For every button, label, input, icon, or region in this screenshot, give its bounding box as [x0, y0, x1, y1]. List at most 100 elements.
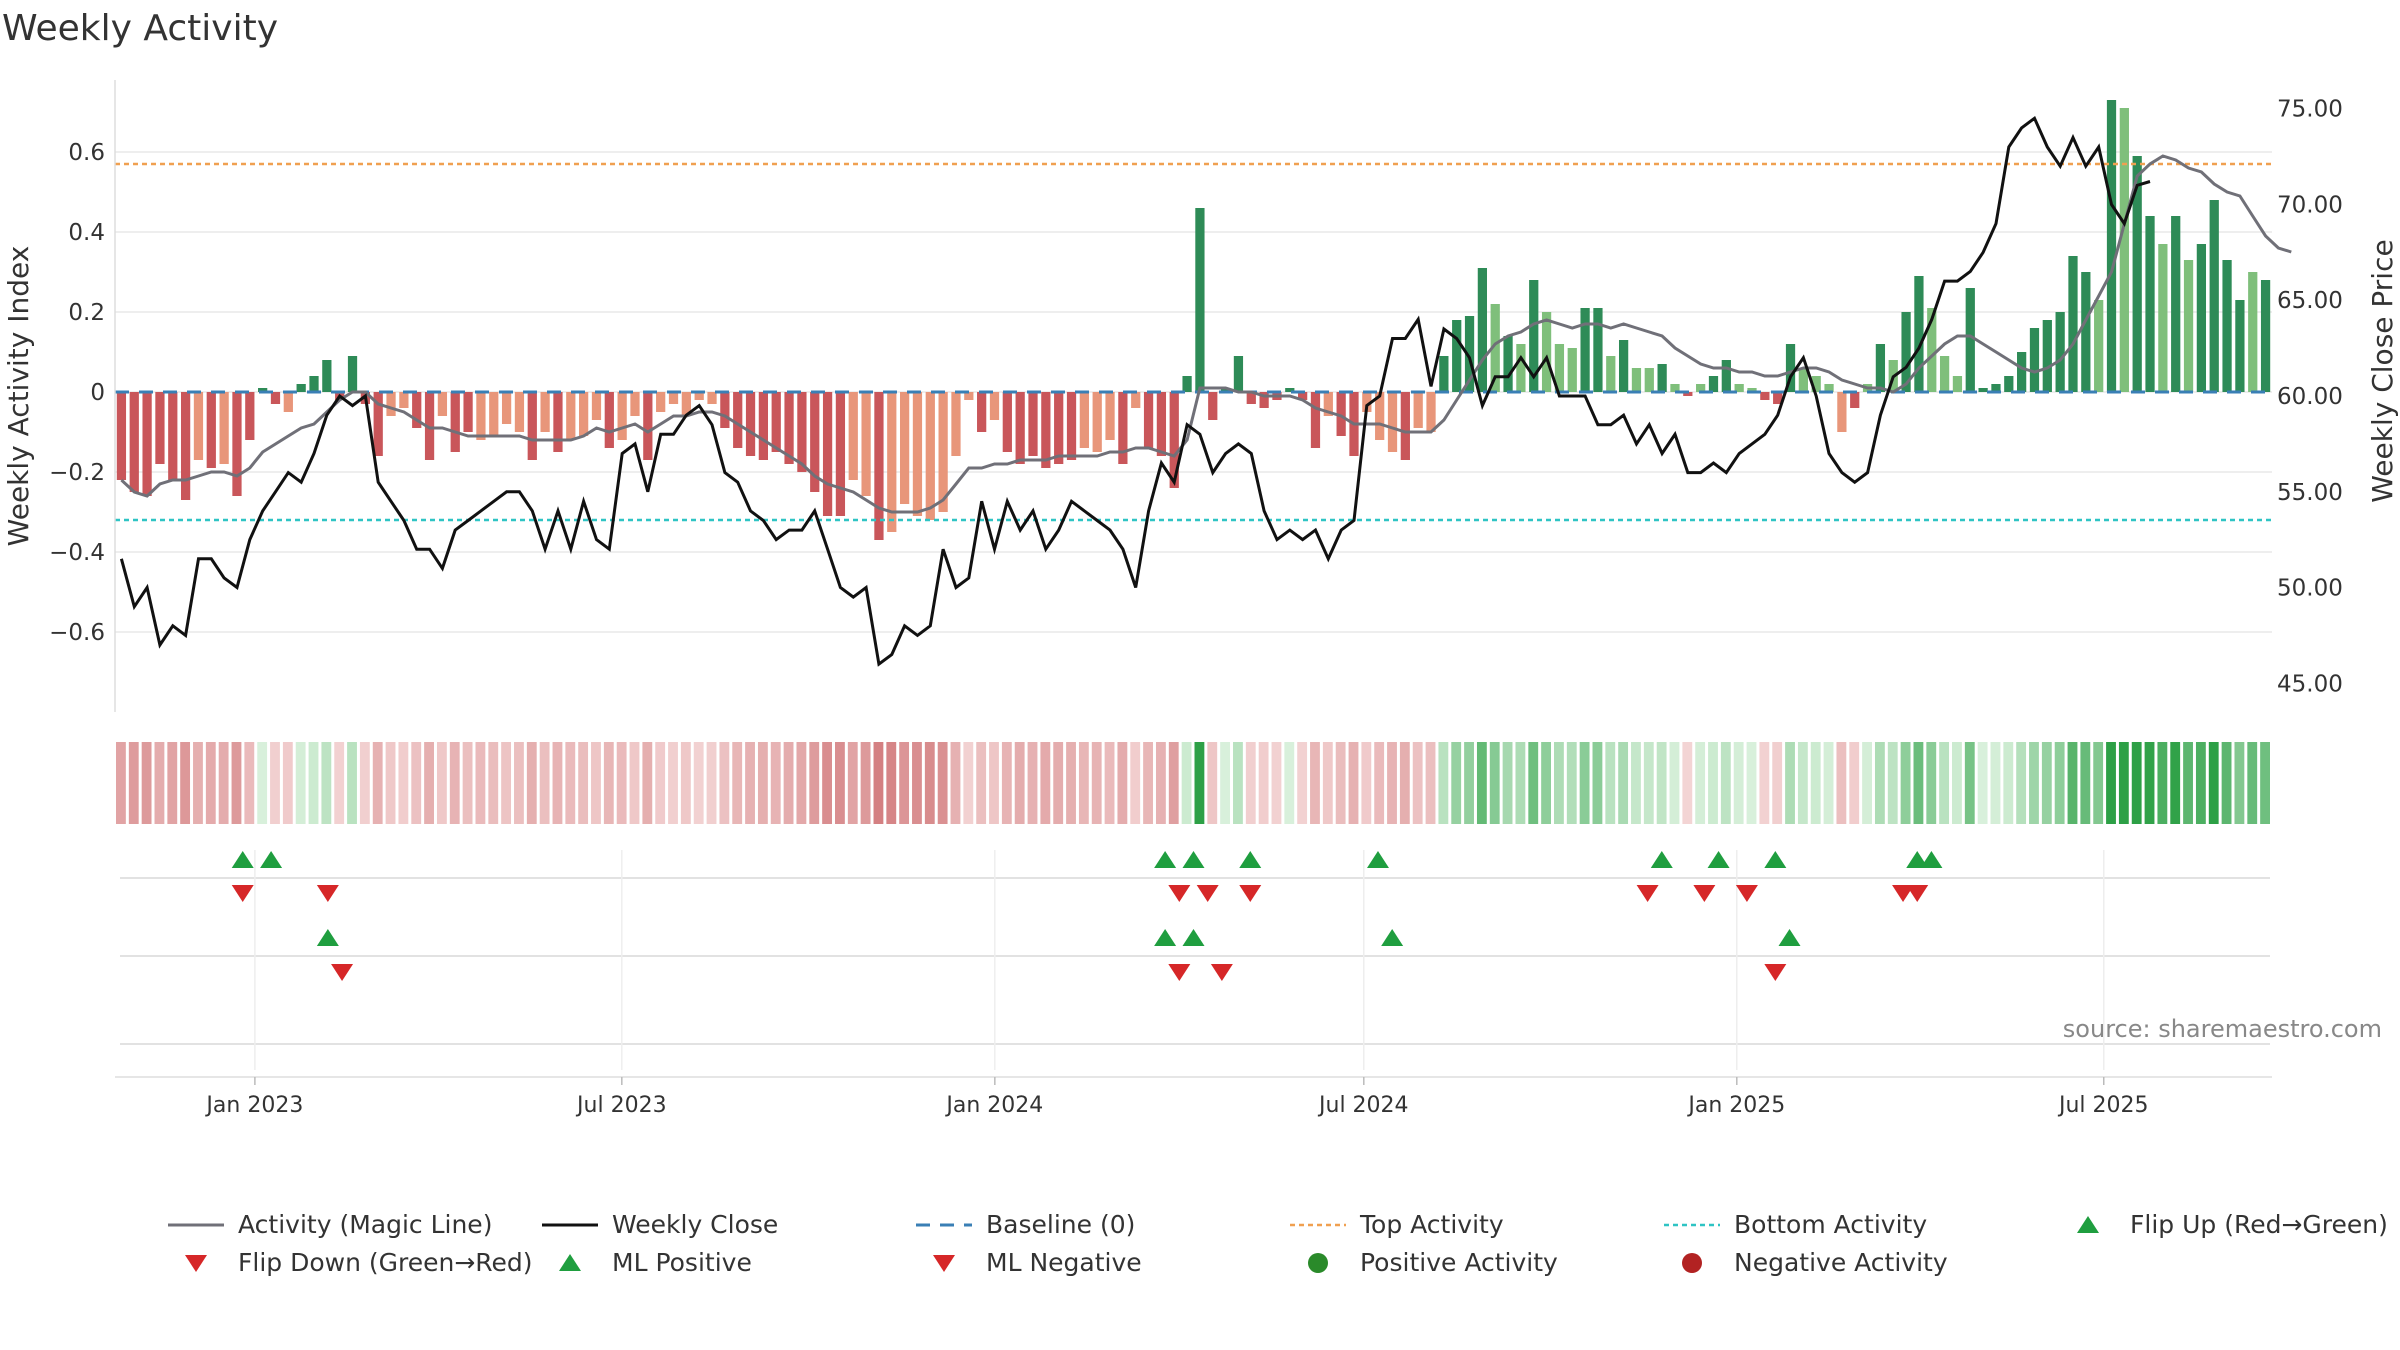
heatmap-cell: [1361, 742, 1372, 824]
heatmap-cell: [706, 742, 717, 824]
heatmap-cell: [1952, 742, 1962, 824]
heatmap-cell: [334, 742, 345, 824]
heatmap-cell: [167, 742, 178, 824]
legend-label: ML Negative: [986, 1248, 1142, 1277]
activity-bar: [489, 392, 499, 436]
heatmap-cell: [205, 742, 216, 824]
activity-bar: [2260, 280, 2271, 392]
heatmap-cell: [488, 742, 499, 824]
heatmap-cell: [770, 742, 781, 824]
heatmap-cell: [2041, 742, 2052, 824]
activity-bar: [1516, 344, 1526, 392]
activity-bar: [2106, 100, 2117, 392]
legend-label: Bottom Activity: [1734, 1210, 1927, 1239]
heatmap-cell: [514, 742, 524, 824]
activity-bar: [2183, 260, 2194, 392]
activity-bar: [1400, 392, 1410, 460]
activity-bar: [656, 392, 666, 412]
heatmap-cell: [1155, 742, 1166, 824]
heatmap-cell: [1874, 742, 1885, 824]
legend-swatch: [559, 1254, 581, 1271]
activity-bar: [2119, 108, 2129, 392]
activity-bar: [1541, 312, 1552, 392]
heatmap-cell: [1014, 742, 1025, 824]
heatmap-cell: [1823, 742, 1834, 824]
heatmap-cell: [2144, 742, 2155, 824]
activity-bar: [2132, 156, 2142, 392]
activity-bar: [399, 392, 409, 408]
legend-label: Positive Activity: [1360, 1248, 1558, 1277]
heatmap-cell: [1322, 742, 1333, 824]
flip-up-marker: [1650, 851, 1673, 868]
activity-bar: [1670, 384, 1680, 392]
heatmap-cell: [1656, 742, 1667, 824]
heatmap-cell: [1515, 742, 1526, 824]
heatmap-cell: [642, 742, 653, 824]
heatmap-cell: [1759, 742, 1770, 824]
signal-markers: [120, 850, 2270, 1070]
activity-bar: [2209, 200, 2219, 392]
activity-bar: [1131, 392, 1141, 408]
activity-bar: [540, 392, 550, 432]
activity-bar: [1708, 376, 1719, 392]
activity-bar: [784, 392, 794, 464]
activity-bar: [1079, 392, 1089, 448]
y2-tick-label: 65.00: [2277, 288, 2343, 314]
legend-label: Baseline (0): [986, 1210, 1135, 1239]
legend-item-close: Weekly Close: [542, 1210, 778, 1239]
activity-bar: [1041, 392, 1051, 468]
heatmap-cell: [1117, 742, 1128, 824]
activity-bar: [989, 392, 1000, 420]
activity-bar: [347, 356, 358, 392]
heatmap-cell: [1399, 742, 1410, 824]
activity-bar: [168, 392, 178, 480]
activity-bar: [1811, 376, 1821, 392]
activity-bar: [2081, 272, 2091, 392]
heatmap-cell: [565, 742, 576, 824]
heatmap-cell: [1836, 742, 1847, 824]
y-tick-label: 0.4: [68, 220, 105, 246]
legend-item-flipdown: Flip Down (Green→Red): [185, 1248, 533, 1277]
heatmap-cell: [591, 742, 601, 824]
activity-bar: [553, 392, 563, 452]
heatmap-cell: [1733, 742, 1744, 824]
heatmap-cell: [1207, 742, 1218, 824]
heatmap-cell: [2054, 742, 2065, 824]
activity-bar: [2042, 320, 2052, 392]
heatmap-cell: [822, 742, 832, 824]
activity-bar: [1683, 392, 1693, 396]
ml-negative-marker: [1210, 964, 1233, 981]
activity-bar: [2029, 328, 2040, 392]
activity-bar: [964, 392, 974, 400]
heatmap-cell: [1001, 742, 1012, 824]
activity-bar: [835, 392, 846, 516]
heatmap-cell: [796, 742, 807, 824]
heatmap-cell: [1104, 742, 1115, 824]
heatmap-cell: [501, 742, 512, 824]
heatmap-cell: [1810, 742, 1821, 824]
heatmap-cell: [2170, 742, 2181, 824]
activity-bar: [1002, 392, 1012, 452]
activity-bar: [155, 392, 165, 464]
activity-bar: [1208, 392, 1218, 420]
activity-bar: [412, 392, 422, 428]
legend-label: Negative Activity: [1734, 1248, 1948, 1277]
heatmap-cell: [809, 742, 820, 824]
heatmap-cell: [1887, 742, 1898, 824]
heatmap-cell: [1425, 742, 1436, 824]
ml-negative-marker: [1168, 964, 1191, 981]
heatmap-cell: [1643, 742, 1654, 824]
activity-bar: [1015, 392, 1025, 464]
activity-bar: [1490, 304, 1500, 392]
legend-item-bottom: Bottom Activity: [1664, 1210, 1927, 1239]
heatmap-cell: [757, 742, 768, 824]
flip-up-marker: [260, 851, 283, 868]
activity-bar: [938, 392, 948, 512]
activity-bar: [129, 392, 139, 492]
activity-bar: [925, 392, 935, 520]
heatmap-cell: [359, 742, 370, 824]
activity-bar: [771, 392, 781, 452]
heatmap-cell: [2208, 742, 2219, 824]
heatmap-cell: [1797, 742, 1808, 824]
